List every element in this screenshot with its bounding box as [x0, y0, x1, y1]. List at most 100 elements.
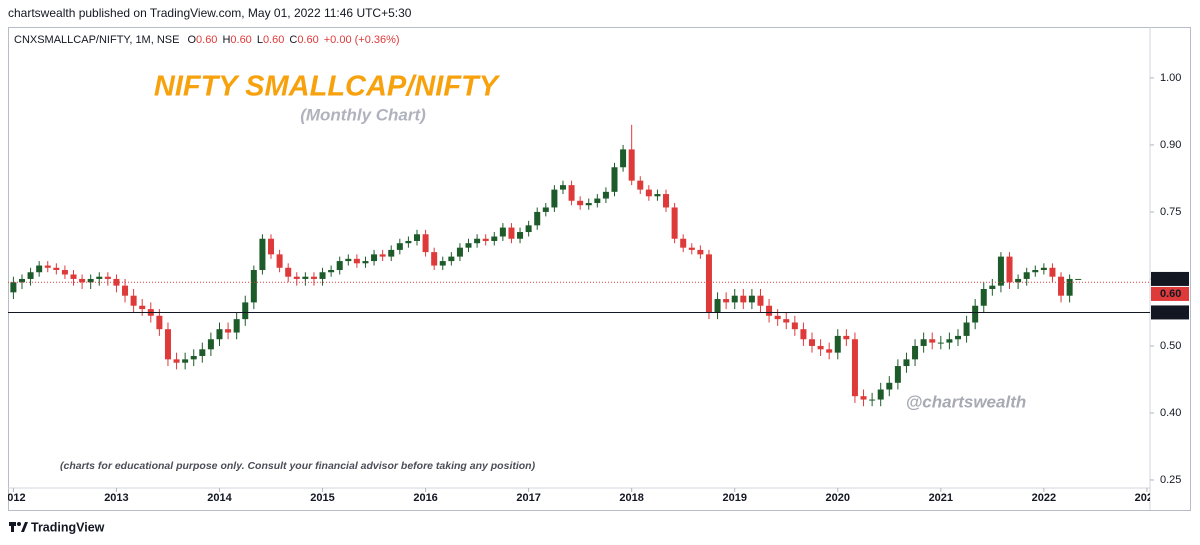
watermark: @chartswealth	[906, 392, 1027, 411]
candle-body	[499, 227, 506, 237]
candle-body	[225, 329, 232, 333]
candle-body	[714, 299, 721, 313]
candle-body	[954, 335, 961, 340]
candle-body	[1006, 256, 1013, 283]
legend-field-value: 0.60	[230, 34, 251, 46]
candle-body	[10, 282, 17, 293]
footer-brand: TradingView	[31, 520, 105, 534]
price-label-box	[1151, 305, 1189, 320]
candle-body	[774, 315, 781, 320]
candle-body	[1015, 278, 1022, 283]
x-axis: 2012 2013 2014 2015 2016 2017 2018 2019 2020 2021…	[1, 488, 1150, 504]
candle-body	[705, 254, 712, 313]
candle-body	[809, 339, 816, 346]
candle-body	[568, 185, 575, 201]
candle-body	[190, 355, 197, 360]
candle-body	[654, 194, 661, 197]
footer-logo	[9, 522, 28, 532]
candle-body	[439, 261, 446, 266]
candle-body	[199, 349, 206, 356]
candle-body	[379, 254, 386, 257]
candle-body	[276, 254, 283, 268]
candle-body	[826, 349, 833, 353]
x-tick-label: 2013	[104, 492, 128, 504]
candle-body	[104, 276, 111, 279]
y-tick-label: 0.75	[1160, 206, 1181, 218]
candle-body	[748, 295, 755, 303]
x-tick-label: 2012	[1, 492, 25, 504]
candle-body	[319, 272, 326, 279]
candle-body	[894, 366, 901, 383]
candle-body	[310, 276, 317, 279]
legend-field-value: 0.60	[196, 34, 217, 46]
y-tick-label: 0.90	[1160, 139, 1181, 151]
chart-title: NIFTY SMALLCAP/NIFTY	[154, 71, 501, 103]
price-lines: 0.60 0.60 0.55	[8, 271, 1189, 320]
candle-body	[216, 329, 223, 340]
price-label: 0.55	[1160, 306, 1181, 318]
candle-body	[302, 276, 309, 279]
candle-body	[431, 252, 438, 266]
y-tick-label: 1.00	[1160, 72, 1181, 84]
x-tick-label: 2019	[722, 492, 746, 504]
y-tick-label: 0.25	[1160, 474, 1181, 486]
candle-body	[929, 339, 936, 343]
candle-body	[413, 234, 421, 241]
candle-body	[1032, 270, 1039, 273]
candle-body	[860, 396, 867, 400]
candle-body	[388, 249, 395, 257]
candle-body	[645, 189, 652, 197]
candle-body	[422, 234, 429, 253]
x-tick-label: 2015	[310, 492, 334, 504]
candle-body	[79, 278, 86, 283]
candle-body	[156, 315, 163, 330]
x-tick-label: 2016	[413, 492, 437, 504]
logo-part	[21, 522, 28, 532]
candle-body	[139, 305, 146, 310]
legend-field-label: C	[289, 34, 297, 46]
legend-field-value: 0.60	[263, 34, 284, 46]
candle-body	[448, 256, 455, 262]
candle-body	[731, 295, 738, 303]
candle-body	[53, 267, 60, 271]
candle-body	[843, 335, 850, 340]
candle-body	[61, 270, 68, 275]
candle-body	[594, 198, 601, 204]
candle-body	[680, 238, 687, 248]
candle-body	[268, 238, 275, 255]
candle-body	[559, 185, 566, 190]
logo-part	[17, 522, 21, 526]
candle-body	[207, 339, 214, 350]
candle-body	[122, 285, 129, 296]
candle-body	[508, 227, 515, 239]
candles	[10, 124, 1082, 407]
x-tick-label: 2018	[619, 492, 643, 504]
candle-body	[611, 167, 618, 192]
candle-body	[371, 254, 378, 262]
candle-body	[877, 389, 884, 400]
candle-body	[87, 278, 94, 283]
x-tick-label: 2020	[826, 492, 850, 504]
candle-body	[585, 203, 592, 206]
legend-field-label: H	[222, 34, 230, 46]
price-label: 0.60	[1160, 288, 1181, 300]
candle-body	[963, 322, 970, 336]
candle-body	[663, 194, 670, 208]
logo-part	[11, 522, 14, 532]
candle-body	[972, 305, 979, 323]
candle-body	[920, 339, 927, 346]
candle-body	[259, 238, 266, 271]
price-label-box	[1151, 271, 1189, 286]
candle-body	[766, 305, 773, 316]
chart-frame	[8, 27, 1191, 511]
candle-body	[173, 359, 180, 363]
candle-body	[482, 238, 489, 241]
candle-body	[697, 249, 704, 255]
candle-body	[903, 359, 910, 367]
candle-body	[293, 276, 300, 279]
candle-body	[285, 267, 292, 277]
legend-change: +0.00 (+0.36%)	[324, 34, 400, 46]
candle-body	[474, 238, 481, 244]
candle-body	[723, 299, 730, 303]
